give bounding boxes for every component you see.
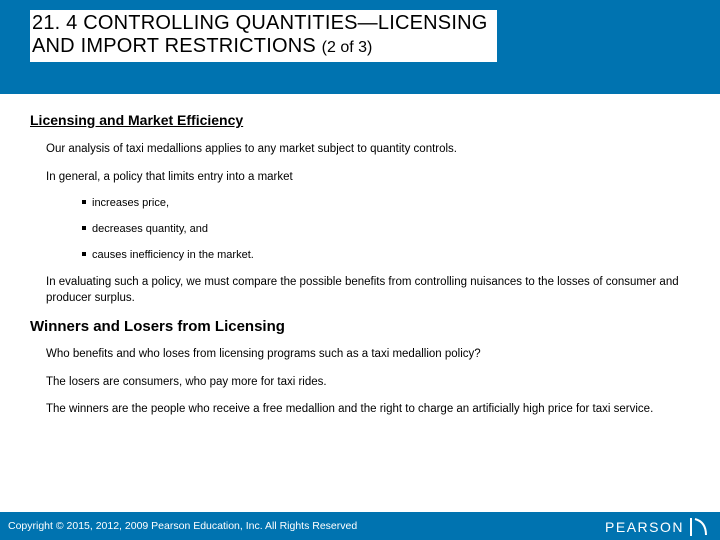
- title-line-1: 21. 4 CONTROLLING QUANTITIES—LICENSING: [32, 12, 487, 35]
- copyright-text: Copyright © 2015, 2012, 2009 Pearson Edu…: [8, 520, 357, 532]
- section1-para2: In general, a policy that limits entry i…: [46, 170, 690, 186]
- pearson-bar-icon: [690, 518, 692, 536]
- bullet-item: decreases quantity, and: [82, 223, 690, 235]
- pearson-curve-icon: [694, 518, 708, 536]
- footer-band: Copyright © 2015, 2012, 2009 Pearson Edu…: [0, 512, 720, 540]
- section1-para1: Our analysis of taxi medallions applies …: [46, 142, 690, 158]
- bullet-dot-icon: [82, 200, 86, 204]
- content-area: Licensing and Market Efficiency Our anal…: [0, 94, 720, 418]
- bullet-text: causes inefficiency in the market.: [92, 249, 254, 261]
- section1-para3: In evaluating such a policy, we must com…: [46, 275, 690, 306]
- bullet-item: causes inefficiency in the market.: [82, 249, 690, 261]
- bullet-list: increases price, decreases quantity, and…: [82, 197, 690, 261]
- bullet-dot-icon: [82, 226, 86, 230]
- title-line-2-sub: (2 of 3): [322, 39, 373, 56]
- title-box: 21. 4 CONTROLLING QUANTITIES—LICENSING A…: [30, 10, 497, 62]
- bullet-item: increases price,: [82, 197, 690, 209]
- section2-heading: Winners and Losers from Licensing: [30, 318, 690, 335]
- section1-heading: Licensing and Market Efficiency: [30, 112, 690, 128]
- pearson-brand-text: PEARSON: [605, 519, 684, 535]
- section2-para3: The winners are the people who receive a…: [46, 402, 690, 418]
- section2-para2: The losers are consumers, who pay more f…: [46, 375, 690, 391]
- bullet-text: decreases quantity, and: [92, 223, 208, 235]
- title-line-2-main: AND IMPORT RESTRICTIONS: [32, 35, 322, 57]
- title-line-2: AND IMPORT RESTRICTIONS (2 of 3): [32, 35, 487, 58]
- pearson-logo: PEARSON: [605, 518, 708, 536]
- bullet-text: increases price,: [92, 197, 169, 209]
- section2-para1: Who benefits and who loses from licensin…: [46, 347, 690, 363]
- header-band: 21. 4 CONTROLLING QUANTITIES—LICENSING A…: [0, 0, 720, 94]
- bullet-dot-icon: [82, 252, 86, 256]
